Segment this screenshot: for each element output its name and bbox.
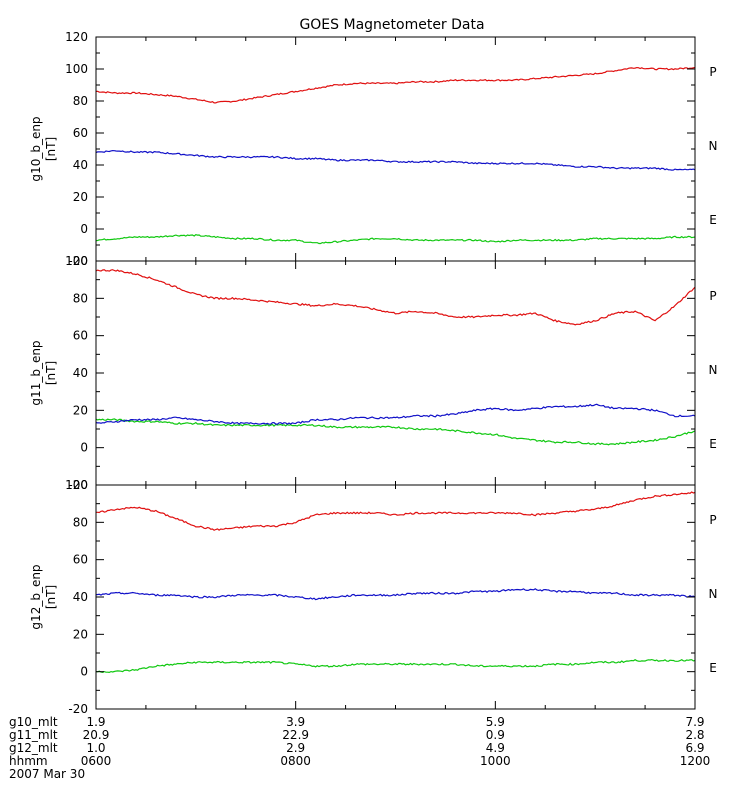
- series-line-p: [96, 66, 696, 104]
- y-tick-label: 100: [65, 478, 88, 492]
- footer-table: g10_mlt 1.9 3.9 5.9 7.9 g11_mlt 20.9 22.9 0.9 2.8…: [9, 715, 710, 768]
- y-axis-unit: [nT]: [44, 137, 58, 161]
- y-tick-label: -20: [68, 702, 88, 716]
- y-axis-label: g11_b_enp: [29, 340, 43, 405]
- footer-value: 3.9: [286, 715, 305, 729]
- legend-n: N: [709, 587, 718, 601]
- y-tick-label: 40: [73, 366, 88, 380]
- y-tick-label: -20: [68, 478, 88, 492]
- footer-value: 2.8: [685, 728, 704, 742]
- legend-e: E: [709, 213, 717, 227]
- series-line-p: [95, 269, 696, 326]
- y-tick-label: 40: [73, 158, 88, 172]
- y-tick-label: -20: [68, 254, 88, 268]
- y-tick-label: 0: [80, 665, 88, 679]
- y-tick-label: 60: [73, 126, 88, 140]
- footer-value: 7.9: [685, 715, 704, 729]
- chart-title: GOES Magnetometer Data: [299, 17, 484, 33]
- footer-value: 1.0: [86, 741, 105, 755]
- footer-row-hhmm: hhmm 0600 0800 1000 1200: [9, 754, 710, 768]
- footer-row-label: g10_mlt: [9, 715, 58, 729]
- plot-frame: [95, 36, 696, 262]
- y-tick-label: 40: [73, 590, 88, 604]
- y-axis-unit: [nT]: [44, 585, 58, 609]
- footer-value: 2.9: [286, 741, 305, 755]
- footer-value: 0.9: [486, 728, 505, 742]
- series-line-e: [95, 149, 696, 171]
- footer-row-g12-mlt: g12_mlt 1.0 2.9 4.9 6.9: [9, 741, 705, 755]
- legend-n: N: [709, 363, 718, 377]
- legend-n: N: [709, 139, 718, 153]
- footer-value: 0600: [81, 754, 112, 768]
- footer-value: 1200: [680, 754, 711, 768]
- legend-e: E: [709, 661, 717, 675]
- date-label: 2007 Mar 30: [9, 767, 85, 781]
- footer-row-label: g11_mlt: [9, 728, 58, 742]
- panel-2: -20 0 20 40 60 80 100 g11_b_enp [nT] P N E: [29, 254, 717, 492]
- legend-e: E: [709, 437, 717, 451]
- y-tick-label: 20: [73, 627, 88, 641]
- footer-value: 20.9: [83, 728, 110, 742]
- footer-row-g10-mlt: g10_mlt 1.9 3.9 5.9 7.9: [9, 715, 705, 729]
- footer-row-label: hhmm: [9, 754, 48, 768]
- y-axis-unit: [nT]: [44, 361, 58, 385]
- legend-p: P: [709, 65, 716, 79]
- footer-value: 1.9: [86, 715, 105, 729]
- y-tick-label: 80: [73, 291, 88, 305]
- series-line-n: [95, 418, 696, 446]
- y-axis-label: g10_b_enp: [29, 116, 43, 181]
- y-tick-label: 80: [73, 94, 88, 108]
- y-axis-label: g12_b_enp: [29, 564, 43, 629]
- plot-frame: [95, 484, 696, 710]
- footer-value: 22.9: [282, 728, 309, 742]
- y-tick-label: 20: [73, 190, 88, 204]
- y-tick-label: 60: [73, 553, 88, 567]
- series-line-p: [96, 491, 696, 531]
- y-tick-label: 120: [65, 30, 88, 44]
- footer-value: 5.9: [486, 715, 505, 729]
- footer-value: 6.9: [685, 741, 704, 755]
- series-line-n: [95, 658, 696, 674]
- panel-1: -20 0 20 40 60 80 100 120 g10_b_enp [nT] P N E: [29, 30, 717, 268]
- legend-p: P: [709, 513, 716, 527]
- y-tick-label: 80: [73, 515, 88, 529]
- y-tick-label: 100: [65, 62, 88, 76]
- y-tick-label: 0: [80, 222, 88, 236]
- footer-row-g11-mlt: g11_mlt 20.9 22.9 0.9 2.8: [9, 728, 705, 742]
- y-tick-label: 0: [80, 441, 88, 455]
- y-tick-label: 100: [65, 254, 88, 268]
- series-line-e: [95, 403, 696, 426]
- legend-p: P: [709, 289, 716, 303]
- panel-3: -20 0 20 40 60 80 100 g12_b_enp [nT] P N E: [29, 478, 717, 716]
- footer-value: 1000: [480, 754, 511, 768]
- series-line-n: [95, 234, 696, 245]
- footer-value: 0800: [280, 754, 311, 768]
- plot-frame: [95, 260, 696, 486]
- series-line-e: [95, 588, 696, 601]
- y-tick-label: 60: [73, 329, 88, 343]
- footer-value: 4.9: [486, 741, 505, 755]
- y-tick-label: 20: [73, 403, 88, 417]
- footer-row-label: g12_mlt: [9, 741, 58, 755]
